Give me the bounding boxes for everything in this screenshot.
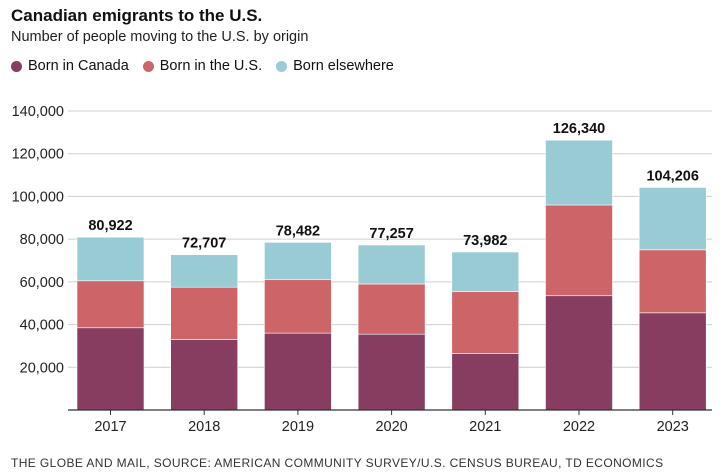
bar-segment [638,187,707,251]
bar-segment [170,339,238,411]
chart-title: Canadian emigrants to the U.S. [11,6,263,25]
bar-segment [170,286,238,340]
chart-subtitle: Number of people moving to the U.S. by o… [11,29,309,45]
y-tick-label: 20,000 [20,360,64,376]
x-tick-label: 2017 [94,419,126,435]
legend-item-born-in-us: Born in the U.S. [142,58,263,74]
bar-segment [76,236,145,282]
bar-segment [545,295,613,411]
bar-segment [264,279,332,334]
data-label: 77,257 [369,226,413,242]
bar-segment [451,291,520,354]
bar-segment [170,254,238,288]
bar-segment [451,353,520,411]
bar-segment [357,244,426,285]
bar-segment [357,333,426,411]
source-note: THE GLOBE AND MAIL, SOURCE: AMERICAN COM… [11,456,664,470]
legend-label-born-in-canada: Born in Canada [28,58,129,74]
bar-segment [264,332,332,411]
legend-label-born-in-us: Born in the U.S. [159,58,263,74]
data-label: 72,707 [182,236,226,252]
data-label: 78,482 [276,223,320,239]
bar-segment [451,251,520,292]
legend: Born in Canada Born in the U.S. Born els… [11,58,408,74]
y-tick-label: 140,000 [12,104,64,120]
legend-item-born-in-canada: Born in Canada [11,58,129,74]
bar-segment [76,280,145,329]
bar-segment [638,312,707,411]
x-tick-label: 2019 [282,419,314,435]
legend-swatch-born-elsewhere [276,60,288,72]
x-tick-label: 2023 [657,419,689,435]
bar-segment [545,139,613,206]
bar-segment [357,283,426,335]
data-label: 104,206 [646,168,698,184]
x-tick-label: 2021 [469,419,501,435]
bar-segment [264,242,332,281]
bar-segment [545,204,613,297]
y-tick-label: 80,000 [20,232,64,248]
y-tick-label: 40,000 [20,318,64,334]
legend-swatch-born-in-canada [11,60,22,72]
y-tick-label: 60,000 [20,275,64,291]
x-tick-label: 2018 [188,419,220,435]
bar-segment [76,327,145,411]
x-tick-label: 2020 [375,419,407,435]
x-tick-label: 2022 [563,419,595,435]
data-label: 73,982 [463,233,507,249]
legend-swatch-born-in-us [142,60,154,72]
legend-label-born-elsewhere: Born elsewhere [293,58,394,74]
y-tick-label: 120,000 [12,147,64,163]
y-tick-label: 100,000 [12,189,64,205]
legend-item-born-elsewhere: Born elsewhere [276,58,394,74]
bar-segment [638,249,707,314]
data-label: 126,340 [553,121,605,137]
data-label: 80,922 [88,218,132,234]
